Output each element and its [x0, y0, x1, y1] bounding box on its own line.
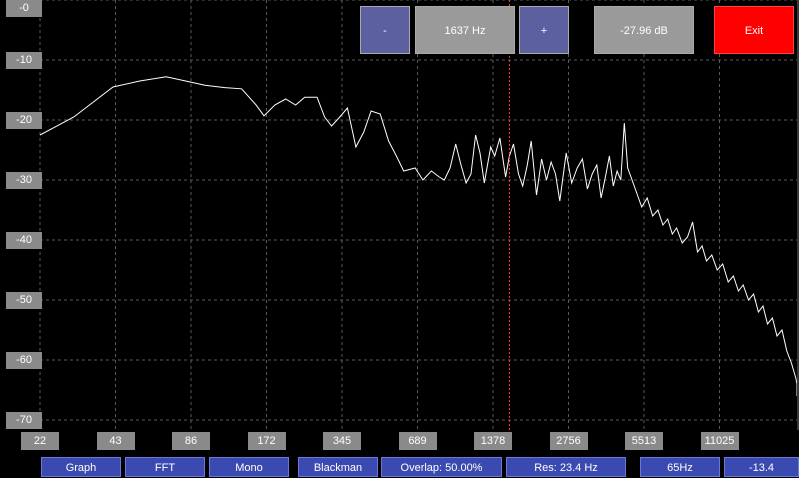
x-tick-label: 689 [398, 432, 437, 450]
x-tick-label: 11025 [700, 432, 739, 450]
channel-button[interactable]: Mono [209, 457, 289, 477]
window-function-button[interactable]: Blackman [298, 457, 378, 477]
resolution-button[interactable]: Res: 23.4 Hz [506, 457, 626, 477]
x-tick-label: 43 [96, 432, 135, 450]
y-tick-label: -60 [6, 352, 42, 369]
x-tick-label: 22 [21, 432, 59, 450]
spectrum-trace [39, 76, 798, 396]
grid [39, 0, 797, 430]
y-tick-label: -10 [6, 52, 42, 69]
frequency-readout: 1637 Hz [415, 6, 515, 54]
decrease-frequency-button[interactable]: - [360, 6, 410, 54]
increase-frequency-button[interactable]: + [519, 6, 569, 54]
y-tick-label: -50 [6, 292, 42, 309]
x-tick-label: 345 [323, 432, 361, 450]
level-readout: -27.96 dB [594, 6, 694, 54]
y-tick-label: -20 [6, 112, 42, 129]
x-tick-label: 86 [172, 432, 210, 450]
x-tick-label: 2756 [549, 432, 588, 450]
y-tick-label: -40 [6, 232, 42, 249]
y-tick-label: -30 [6, 172, 42, 189]
y-tick-label: -0 [6, 0, 42, 17]
analysis-mode-button[interactable]: FFT [125, 457, 205, 477]
x-tick-label: 172 [247, 432, 286, 450]
y-tick-label: -70 [6, 412, 42, 429]
exit-button[interactable]: Exit [714, 6, 794, 54]
reference-frequency-button[interactable]: 65Hz [640, 457, 720, 477]
overlap-button[interactable]: Overlap: 50.00% [381, 457, 502, 477]
x-tick-label: 5513 [625, 432, 663, 450]
x-tick-label: 1378 [474, 432, 512, 450]
plot-edge [797, 0, 799, 430]
view-mode-button[interactable]: Graph [41, 457, 121, 477]
reference-level-button[interactable]: -13.4 [724, 457, 799, 477]
